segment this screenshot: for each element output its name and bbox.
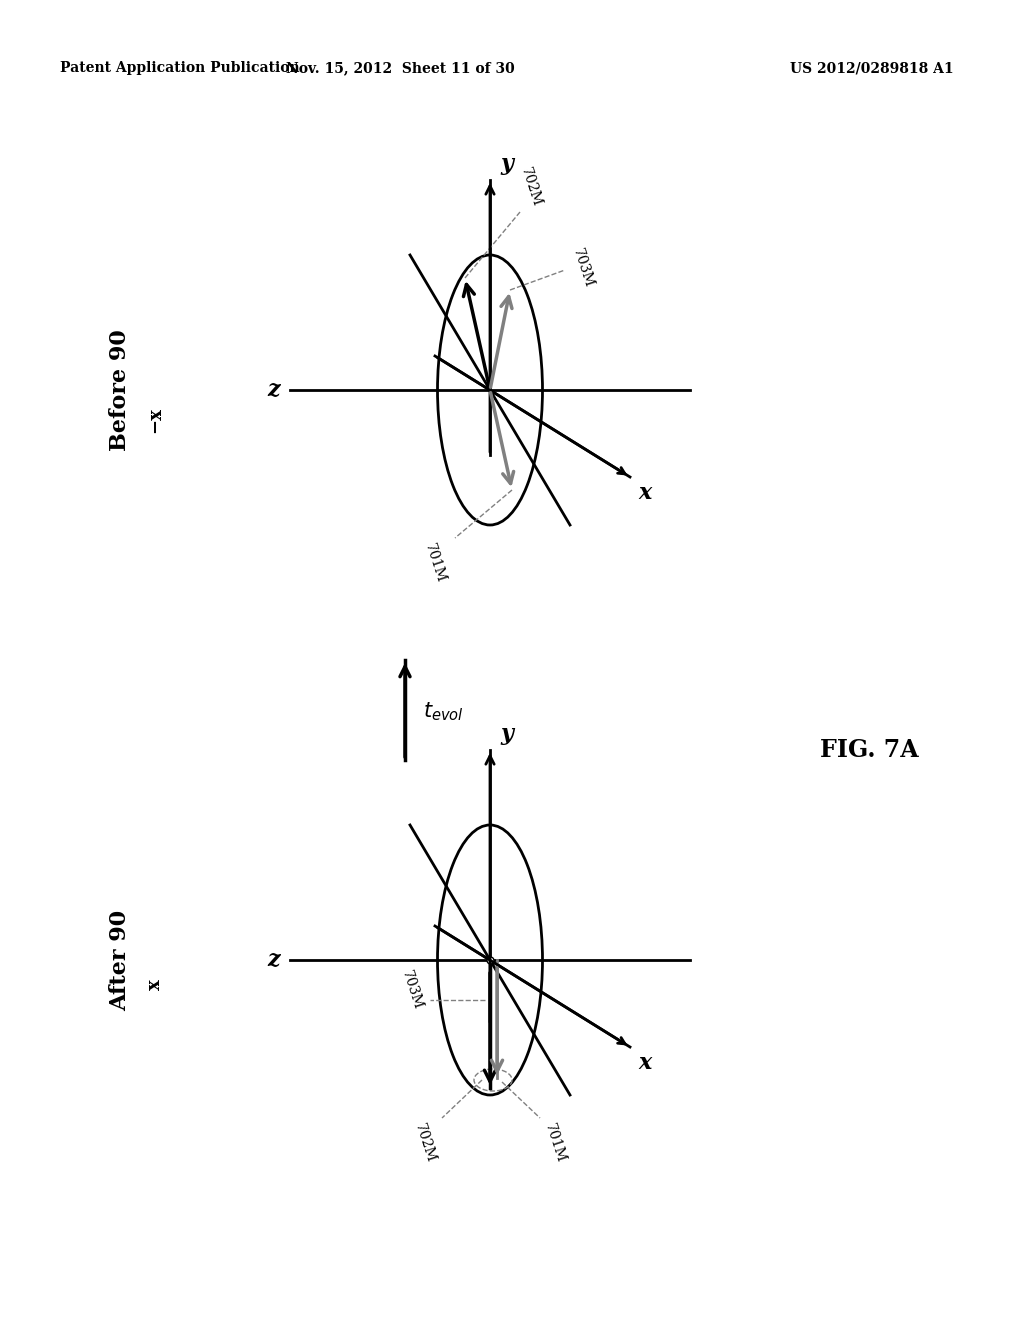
Text: 702M: 702M bbox=[413, 1122, 438, 1164]
Text: 701M: 701M bbox=[422, 543, 449, 585]
Text: x: x bbox=[638, 1052, 651, 1074]
Text: x: x bbox=[638, 482, 651, 504]
Text: −x: −x bbox=[146, 407, 164, 433]
Text: $t_{evol}$: $t_{evol}$ bbox=[423, 701, 464, 723]
Text: Nov. 15, 2012  Sheet 11 of 30: Nov. 15, 2012 Sheet 11 of 30 bbox=[286, 61, 514, 75]
Text: y: y bbox=[500, 153, 513, 176]
Text: x: x bbox=[146, 979, 164, 990]
Text: 703M: 703M bbox=[570, 247, 596, 289]
Text: Patent Application Publication: Patent Application Publication bbox=[60, 61, 300, 75]
Text: Before 90: Before 90 bbox=[109, 329, 131, 451]
Text: 701M: 701M bbox=[542, 1122, 568, 1166]
Text: After 90: After 90 bbox=[109, 909, 131, 1011]
Text: US 2012/0289818 A1: US 2012/0289818 A1 bbox=[790, 61, 953, 75]
Text: FIG. 7A: FIG. 7A bbox=[820, 738, 919, 762]
Text: 703M: 703M bbox=[399, 969, 425, 1011]
Text: 702M: 702M bbox=[518, 165, 544, 209]
Text: y: y bbox=[500, 723, 513, 744]
Text: z: z bbox=[267, 949, 280, 972]
Text: z: z bbox=[267, 379, 280, 401]
